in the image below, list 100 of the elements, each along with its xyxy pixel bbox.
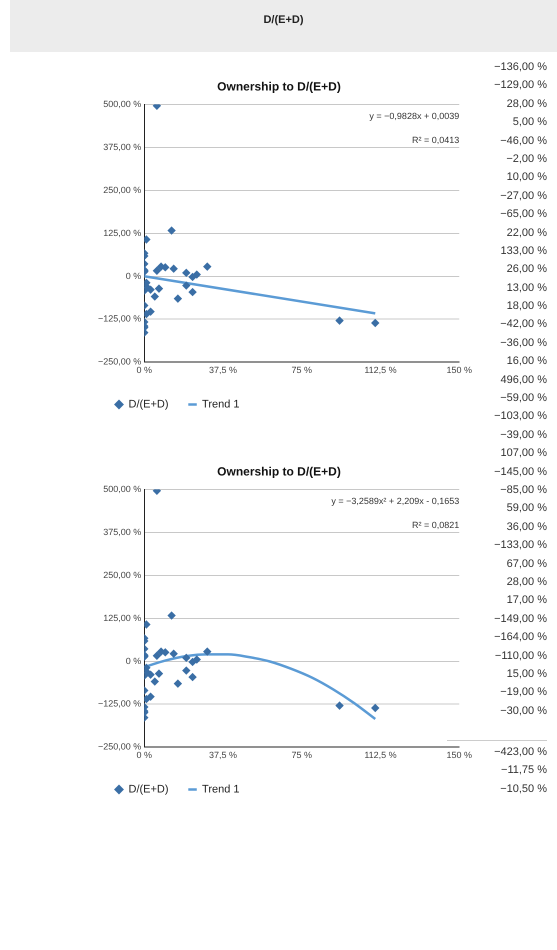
text: −42,00 %: [499, 317, 547, 332]
point: [182, 282, 190, 290]
chart-title: Ownership to D/(E+D): [217, 464, 341, 479]
legend-label: D/(E+D): [128, 784, 169, 796]
text: −10,50 %: [499, 782, 547, 797]
annotation: R² = 0,0413: [412, 134, 460, 145]
point: [174, 680, 182, 688]
text: 5,00 %: [512, 116, 547, 128]
x-tick-label: 37,5 %: [209, 365, 238, 376]
text: −11,75 %: [500, 763, 547, 778]
point: [371, 319, 380, 328]
text: −19,00 %: [499, 685, 547, 700]
point: [170, 650, 178, 658]
y-tick-label: −125,00 %: [98, 314, 142, 324]
text: D/(E+D): [10, 0, 557, 52]
text: 28,00 %: [506, 98, 547, 110]
legend-label: Trend 1: [202, 784, 240, 796]
text: −145,00 %: [493, 464, 547, 480]
text: −27,00 %: [499, 188, 547, 204]
point: [152, 489, 161, 495]
x-tick-label: 75 %: [292, 750, 312, 760]
text: −46,00 %: [500, 134, 547, 147]
point: [188, 272, 197, 281]
annotation: y = −3,2589x² + 2,209x - 0,1653: [331, 496, 460, 506]
point: [182, 654, 190, 662]
text: −30,00 %: [499, 704, 547, 719]
annotation: y = −0,9828x + 0,0039: [369, 110, 460, 121]
y-tick-label: 0 %: [126, 270, 142, 281]
y-tick-label: 0 %: [126, 656, 142, 666]
point: [182, 666, 190, 675]
annotation: R² = 0,0821: [412, 520, 460, 530]
y-tick-label: 125,00 %: [103, 612, 142, 623]
point: [203, 648, 212, 656]
text: 107,00 %: [500, 446, 547, 462]
text: −85,00 %: [500, 484, 547, 496]
chart-title: Ownership to D/(E+D): [217, 80, 341, 94]
x-tick-label: 150 %: [446, 365, 472, 376]
y-tick-label: 500,00 %: [103, 98, 142, 109]
text: −423,00 %: [494, 746, 547, 758]
text: 13,00 %: [506, 280, 547, 296]
x-tick-label: 0 %: [136, 750, 152, 760]
x-tick-label: 75 %: [292, 365, 312, 376]
text: −129,00 %: [493, 78, 547, 94]
y-tick-label: 500,00 %: [103, 484, 142, 494]
text: −2,00 %: [505, 152, 547, 167]
text: −164,00 %: [493, 630, 547, 646]
point: [371, 704, 380, 712]
text: −136,00 %: [493, 60, 547, 75]
point: [154, 284, 163, 293]
text: −36,00 %: [499, 336, 547, 351]
point: [152, 652, 161, 660]
text: −133,00 %: [493, 538, 547, 554]
point: [188, 673, 197, 682]
text: 15,00 %: [506, 666, 547, 682]
legend-label: Trend 1: [202, 398, 240, 411]
point: [152, 104, 161, 110]
text: 496,00 %: [500, 374, 547, 386]
x-tick-label: 0 %: [136, 365, 152, 376]
text: 22,00 %: [506, 226, 547, 241]
point: [168, 226, 176, 235]
point: [336, 316, 344, 325]
point: [203, 262, 212, 271]
x-tick-label: 150 %: [446, 750, 472, 760]
text: 26,00 %: [506, 262, 547, 278]
text: −149,00 %: [493, 612, 547, 627]
text: 16,00 %: [506, 355, 547, 368]
text: −103,00 %: [493, 409, 547, 424]
text: 10,00 %: [506, 170, 547, 186]
point: [174, 294, 182, 303]
x-tick-label: 112,5 %: [364, 750, 397, 760]
point: [168, 612, 176, 620]
legend-label: D/(E+D): [128, 398, 169, 411]
point: [336, 702, 344, 710]
text: 36,00 %: [506, 520, 547, 533]
text: 18,00 %: [506, 299, 547, 314]
text: 133,00 %: [500, 244, 547, 259]
y-tick-label: −250,00 %: [98, 742, 142, 752]
y-tick-label: 125,00 %: [103, 228, 142, 238]
y-tick-label: −250,00 %: [98, 356, 142, 367]
text: −65,00 %: [499, 207, 547, 222]
x-tick-label: 37,5 %: [209, 750, 238, 760]
text: 59,00 %: [506, 502, 547, 514]
y-tick-label: 250,00 %: [103, 570, 142, 580]
text: −39,00 %: [499, 428, 547, 443]
y-tick-label: 375,00 %: [103, 142, 142, 152]
y-tick-label: 250,00 %: [103, 184, 142, 195]
point: [188, 658, 197, 666]
point: [170, 264, 178, 273]
point: [188, 288, 197, 296]
text: 28,00 %: [506, 574, 547, 590]
point: [150, 678, 159, 686]
y-tick-label: 375,00 %: [103, 526, 142, 537]
point: [154, 670, 163, 678]
y-tick-label: −125,00 %: [98, 698, 142, 709]
text: −110,00 %: [494, 648, 547, 664]
x-tick-label: 112,5 %: [364, 365, 397, 376]
text: 17,00 %: [506, 593, 547, 608]
point: [150, 292, 159, 301]
point: [182, 268, 190, 277]
text: −59,00 %: [499, 391, 547, 406]
